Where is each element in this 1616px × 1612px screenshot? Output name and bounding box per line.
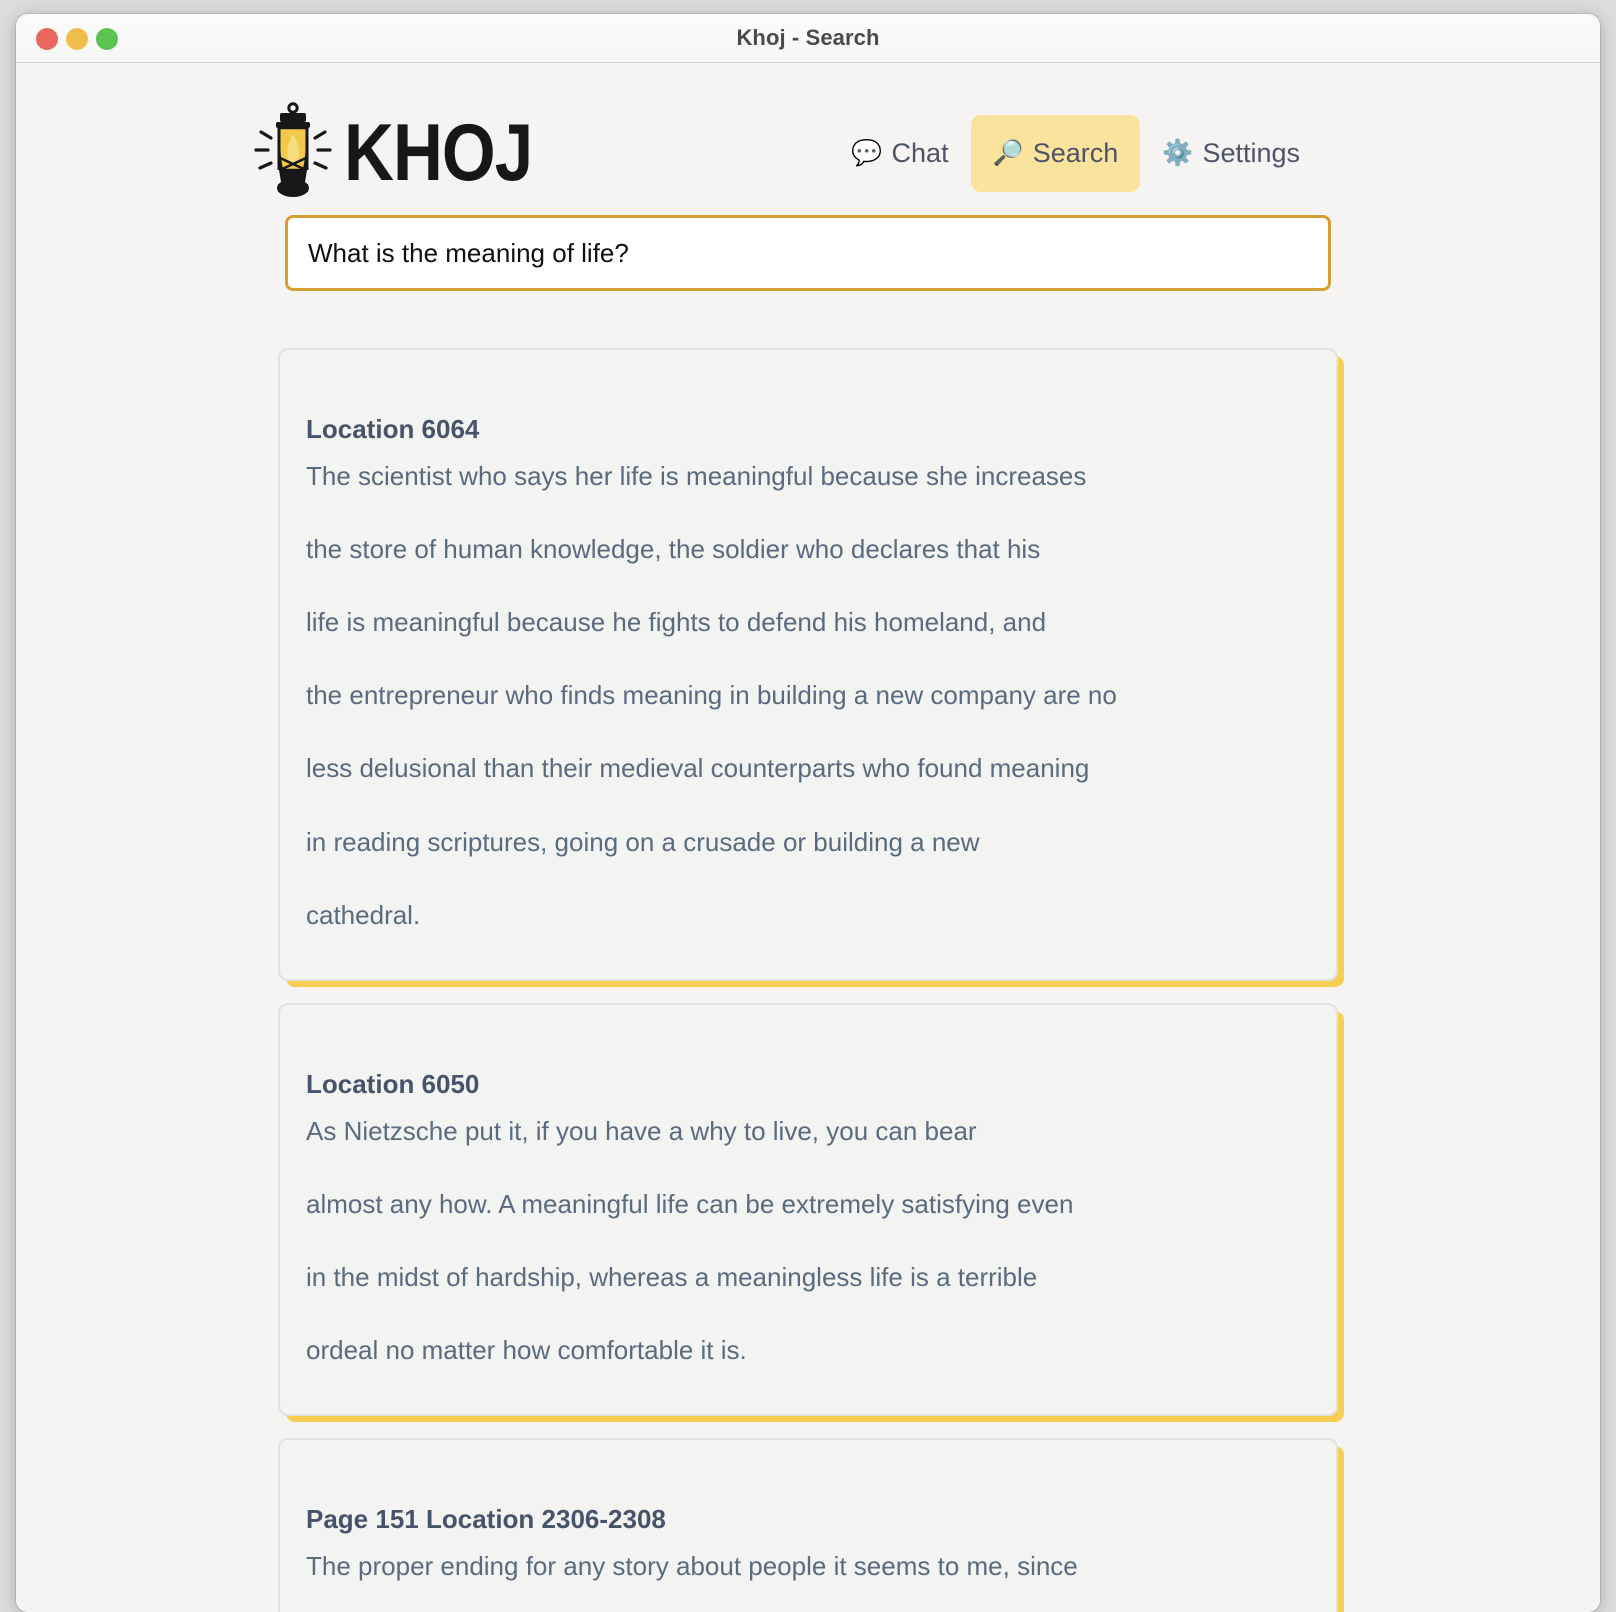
magnifier-icon: 🔎 [992, 138, 1024, 167]
gear-icon: ⚙️ [1162, 138, 1194, 167]
nav-item-settings[interactable]: ⚙️ Settings [1140, 115, 1322, 192]
search-results-list: Location 6064 The scientist who says her … [278, 348, 1338, 1612]
brand-logo[interactable]: KHOJ [248, 98, 540, 208]
search-result-line: in reading scriptures, going on a crusad… [306, 826, 980, 857]
window-title: Khoj - Search [736, 25, 880, 50]
lantern-icon [248, 98, 338, 208]
chat-bubble-icon: 💬 [851, 138, 883, 167]
search-input[interactable] [285, 215, 1331, 291]
nav-item-settings-label: Settings [1202, 137, 1300, 168]
search-result-line: almost any how. A meaningful life can be… [306, 1188, 1074, 1219]
main-nav: 💬 Chat 🔎 Search ⚙️ Settings [829, 114, 1322, 192]
search-result-heading: Location 6064 [306, 414, 480, 444]
close-window-button[interactable] [36, 27, 58, 50]
search-result-line: the entrepreneur who finds meaning in bu… [306, 680, 1117, 711]
search-result-line: The proper ending for any story about pe… [306, 1551, 1078, 1582]
app-body: KHOJ 💬 Chat 🔎 Search ⚙️ Settings [16, 63, 1600, 1612]
search-result-line: in the midst of hardship, whereas a mean… [306, 1262, 1038, 1293]
search-result-line: life is meaningful because he fights to … [306, 607, 1047, 638]
search-row [16, 215, 1600, 291]
traffic-lights [36, 14, 118, 63]
search-result-heading: Page 151 Location 2306-2308 [306, 1504, 666, 1535]
minimize-window-button[interactable] [66, 27, 88, 50]
app-window: Khoj - Search [16, 14, 1600, 1612]
search-result-line: cathedral. [306, 899, 421, 930]
nav-item-search-label: Search [1032, 137, 1119, 168]
nav-item-chat-label: Chat [891, 137, 949, 168]
brand-wordmark: KHOJ [344, 108, 533, 198]
app-header: KHOJ 💬 Chat 🔎 Search ⚙️ Settings [16, 63, 1600, 215]
search-result-line: ordeal no matter how comfortable it is. [306, 1335, 747, 1366]
nav-item-chat[interactable]: 💬 Chat [829, 115, 970, 192]
window-titlebar: Khoj - Search [16, 14, 1600, 63]
search-result-line: the store of human knowledge, the soldie… [306, 534, 1041, 565]
search-result-line: As Nietzsche put it, if you have a why t… [306, 1115, 977, 1146]
maximize-window-button[interactable] [96, 27, 118, 50]
nav-item-search[interactable]: 🔎 Search [970, 114, 1141, 192]
search-result-heading: Location 6050 [306, 1068, 480, 1099]
search-result-card[interactable]: Location 6064 The scientist who says her … [278, 348, 1338, 981]
search-result-line: The scientist who says her life is meani… [306, 461, 1087, 492]
search-result-card[interactable]: Page 151 Location 2306-2308 The proper en… [278, 1438, 1338, 1612]
search-result-card[interactable]: Location 6050 As Nietzsche put it, if you… [278, 1002, 1338, 1417]
search-result-line: less delusional than their medieval coun… [306, 753, 1090, 784]
